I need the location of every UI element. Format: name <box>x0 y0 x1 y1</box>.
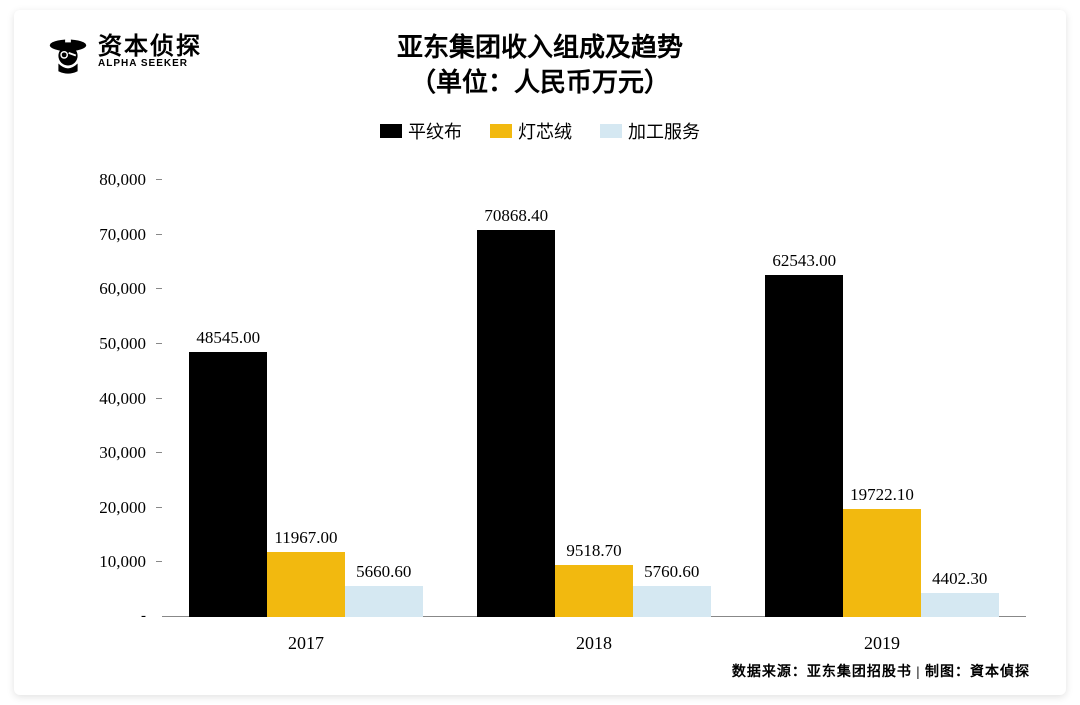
legend-swatch <box>380 124 402 138</box>
bar-value-label: 9518.70 <box>524 541 664 561</box>
y-tick-mark <box>156 398 162 399</box>
y-tick-mark <box>156 343 162 344</box>
bar <box>921 593 999 617</box>
y-axis: - 80,00070,00060,00050,00040,00030,00020… <box>74 180 154 617</box>
bar-value-label: 4402.30 <box>890 569 1030 589</box>
legend-item: 灯芯绒 <box>490 118 572 144</box>
x-axis-labels: 2017 2018 2019 <box>162 627 1026 651</box>
x-tick-label: 2019 <box>864 633 900 654</box>
logo-text-en: ALPHA SEEKER <box>98 59 202 70</box>
logo-text-cn: 资本侦探 <box>98 34 202 59</box>
legend-item: 加工服务 <box>600 118 700 144</box>
source-attribution: 数据来源：亚东集团招股书 | 制图：資本偵探 <box>732 661 1030 681</box>
bar-value-label: 19722.10 <box>812 485 952 505</box>
legend-swatch <box>490 124 512 138</box>
bar <box>765 275 843 617</box>
y-tick-mark <box>156 288 162 289</box>
bar-value-label: 62543.00 <box>734 251 874 271</box>
bar <box>189 352 267 617</box>
y-tick-mark <box>156 561 162 562</box>
y-zero-label: - <box>141 608 146 625</box>
legend-label: 灯芯绒 <box>518 118 572 144</box>
x-tick-label: 2018 <box>576 633 612 654</box>
y-tick-mark <box>156 507 162 508</box>
legend: 平纹布 灯芯绒 加工服务 <box>44 118 1036 144</box>
legend-label: 加工服务 <box>628 118 700 144</box>
bar-value-label: 11967.00 <box>236 528 376 548</box>
y-tick-label: 10,000 <box>99 552 146 572</box>
y-tick-mark <box>156 452 162 453</box>
bar <box>843 509 921 617</box>
y-tick-mark <box>156 179 162 180</box>
bar <box>633 586 711 617</box>
brand-logo: 资本侦探 ALPHA SEEKER <box>44 28 202 76</box>
legend-label: 平纹布 <box>408 118 462 144</box>
y-tick-mark <box>156 234 162 235</box>
legend-swatch <box>600 124 622 138</box>
legend-item: 平纹布 <box>380 118 462 144</box>
bar-value-label: 70868.40 <box>446 206 586 226</box>
plot-area: - 80,00070,00060,00050,00040,00030,00020… <box>74 180 1036 617</box>
detective-icon <box>44 28 92 76</box>
y-tick-label: 40,000 <box>99 389 146 409</box>
y-tick-label: 60,000 <box>99 279 146 299</box>
plot: 48545.0011967.005660.6070868.409518.7057… <box>162 180 1026 617</box>
bar-value-label: 5760.60 <box>602 562 742 582</box>
y-tick-label: 50,000 <box>99 334 146 354</box>
x-tick-label: 2017 <box>288 633 324 654</box>
y-tick-label: 30,000 <box>99 443 146 463</box>
y-tick-label: 70,000 <box>99 225 146 245</box>
bar <box>345 586 423 617</box>
bar-value-label: 5660.60 <box>314 562 454 582</box>
bar-value-label: 48545.00 <box>158 328 298 348</box>
y-tick-label: 80,000 <box>99 170 146 190</box>
chart-card: 资本侦探 ALPHA SEEKER 亚东集团收入组成及趋势 （单位：人民币万元）… <box>14 10 1066 695</box>
y-tick-label: 20,000 <box>99 498 146 518</box>
